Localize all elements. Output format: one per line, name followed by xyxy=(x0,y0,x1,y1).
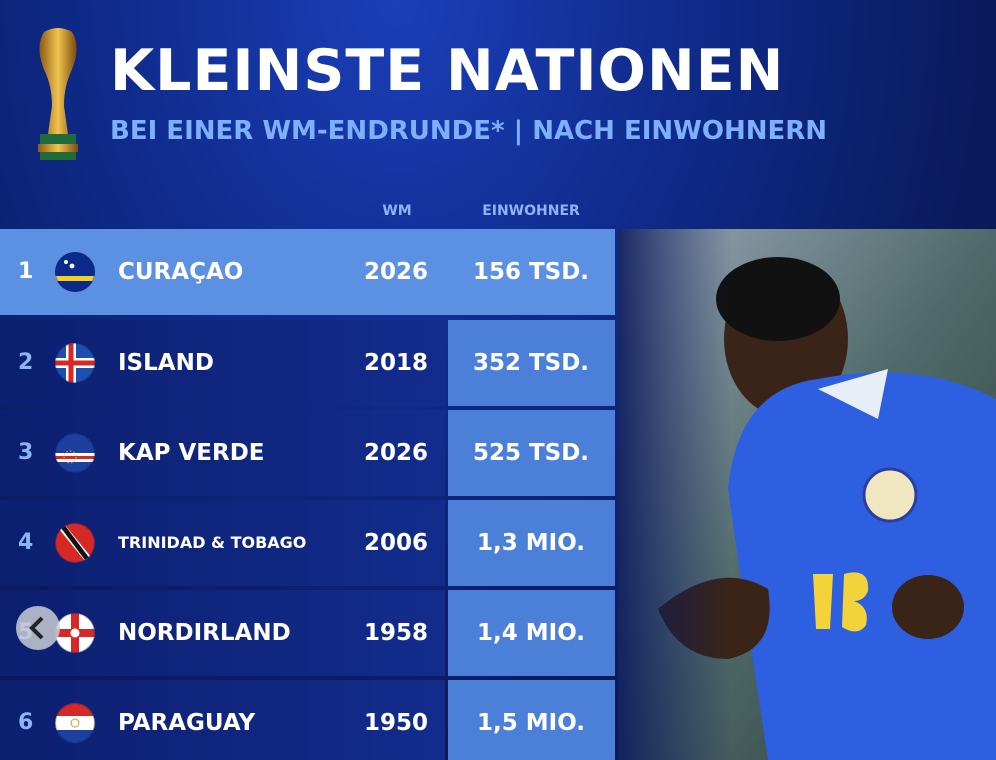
cell-background xyxy=(448,500,615,586)
country-name: TRINIDAD & TOBAGO xyxy=(118,533,307,552)
population: 1,4 MIO. xyxy=(477,620,585,646)
country-name: CURAÇAO xyxy=(118,259,244,285)
flag-icon xyxy=(55,703,95,743)
rank: 4 xyxy=(18,530,34,555)
title: KLEINSTE NATIONEN xyxy=(110,38,785,104)
table-row: 4 TRINIDAD & TOBAGO 2006 1,3 MIO. xyxy=(0,500,615,586)
player-photo xyxy=(618,229,996,760)
column-header: EINWOHNER xyxy=(482,203,580,219)
flag-icon xyxy=(55,523,95,563)
population: 525 TSD. xyxy=(472,440,590,466)
table-row: 5NORDIRLAND19581,4 MIO. xyxy=(0,590,615,676)
country-name: NORDIRLAND xyxy=(118,620,291,646)
column-header: WM xyxy=(382,203,412,219)
cell-background xyxy=(448,320,615,406)
rank: 1 xyxy=(18,259,34,284)
country-name: ISLAND xyxy=(118,350,214,376)
table-row: 6 PARAGUAY 1950 1,5 MIO. xyxy=(0,680,615,760)
population: 156 TSD. xyxy=(472,259,590,285)
cell-background xyxy=(448,410,615,496)
flag-icon xyxy=(55,433,95,473)
world-cup-year: 2006 xyxy=(363,530,429,556)
country-name: PARAGUAY xyxy=(118,710,256,736)
rank: 6 xyxy=(18,710,34,735)
world-cup-year: 1950 xyxy=(363,710,429,736)
table-row: 3 KAP VERDE 2026 525 TSD. xyxy=(0,410,615,496)
rank: 2 xyxy=(18,350,34,375)
table-row: 2 ISLAND 2018 352 TSD. xyxy=(0,320,615,406)
country-name: KAP VERDE xyxy=(118,440,265,466)
population: 1,3 MIO. xyxy=(477,530,585,556)
subtitle: BEI EINER WM-ENDRUNDE* | NACH EINWOHNERN xyxy=(110,116,828,146)
rank: 3 xyxy=(18,440,34,465)
population: 352 TSD. xyxy=(472,350,590,376)
row-background xyxy=(0,229,615,315)
flag-icon xyxy=(55,343,95,383)
flag-icon xyxy=(55,252,95,292)
carousel-prev-button[interactable] xyxy=(14,604,62,652)
world-cup-year: 2026 xyxy=(363,440,429,466)
world-cup-year: 2026 xyxy=(363,259,429,285)
cell-background xyxy=(448,680,615,760)
population: 1,5 MIO. xyxy=(477,710,585,736)
trophy-icon xyxy=(38,28,78,160)
cell-background xyxy=(448,590,615,676)
world-cup-year: 2018 xyxy=(363,350,429,376)
table-row: 1 CURAÇAO 2026 156 TSD. xyxy=(0,229,615,316)
world-cup-year: 1958 xyxy=(363,620,429,646)
